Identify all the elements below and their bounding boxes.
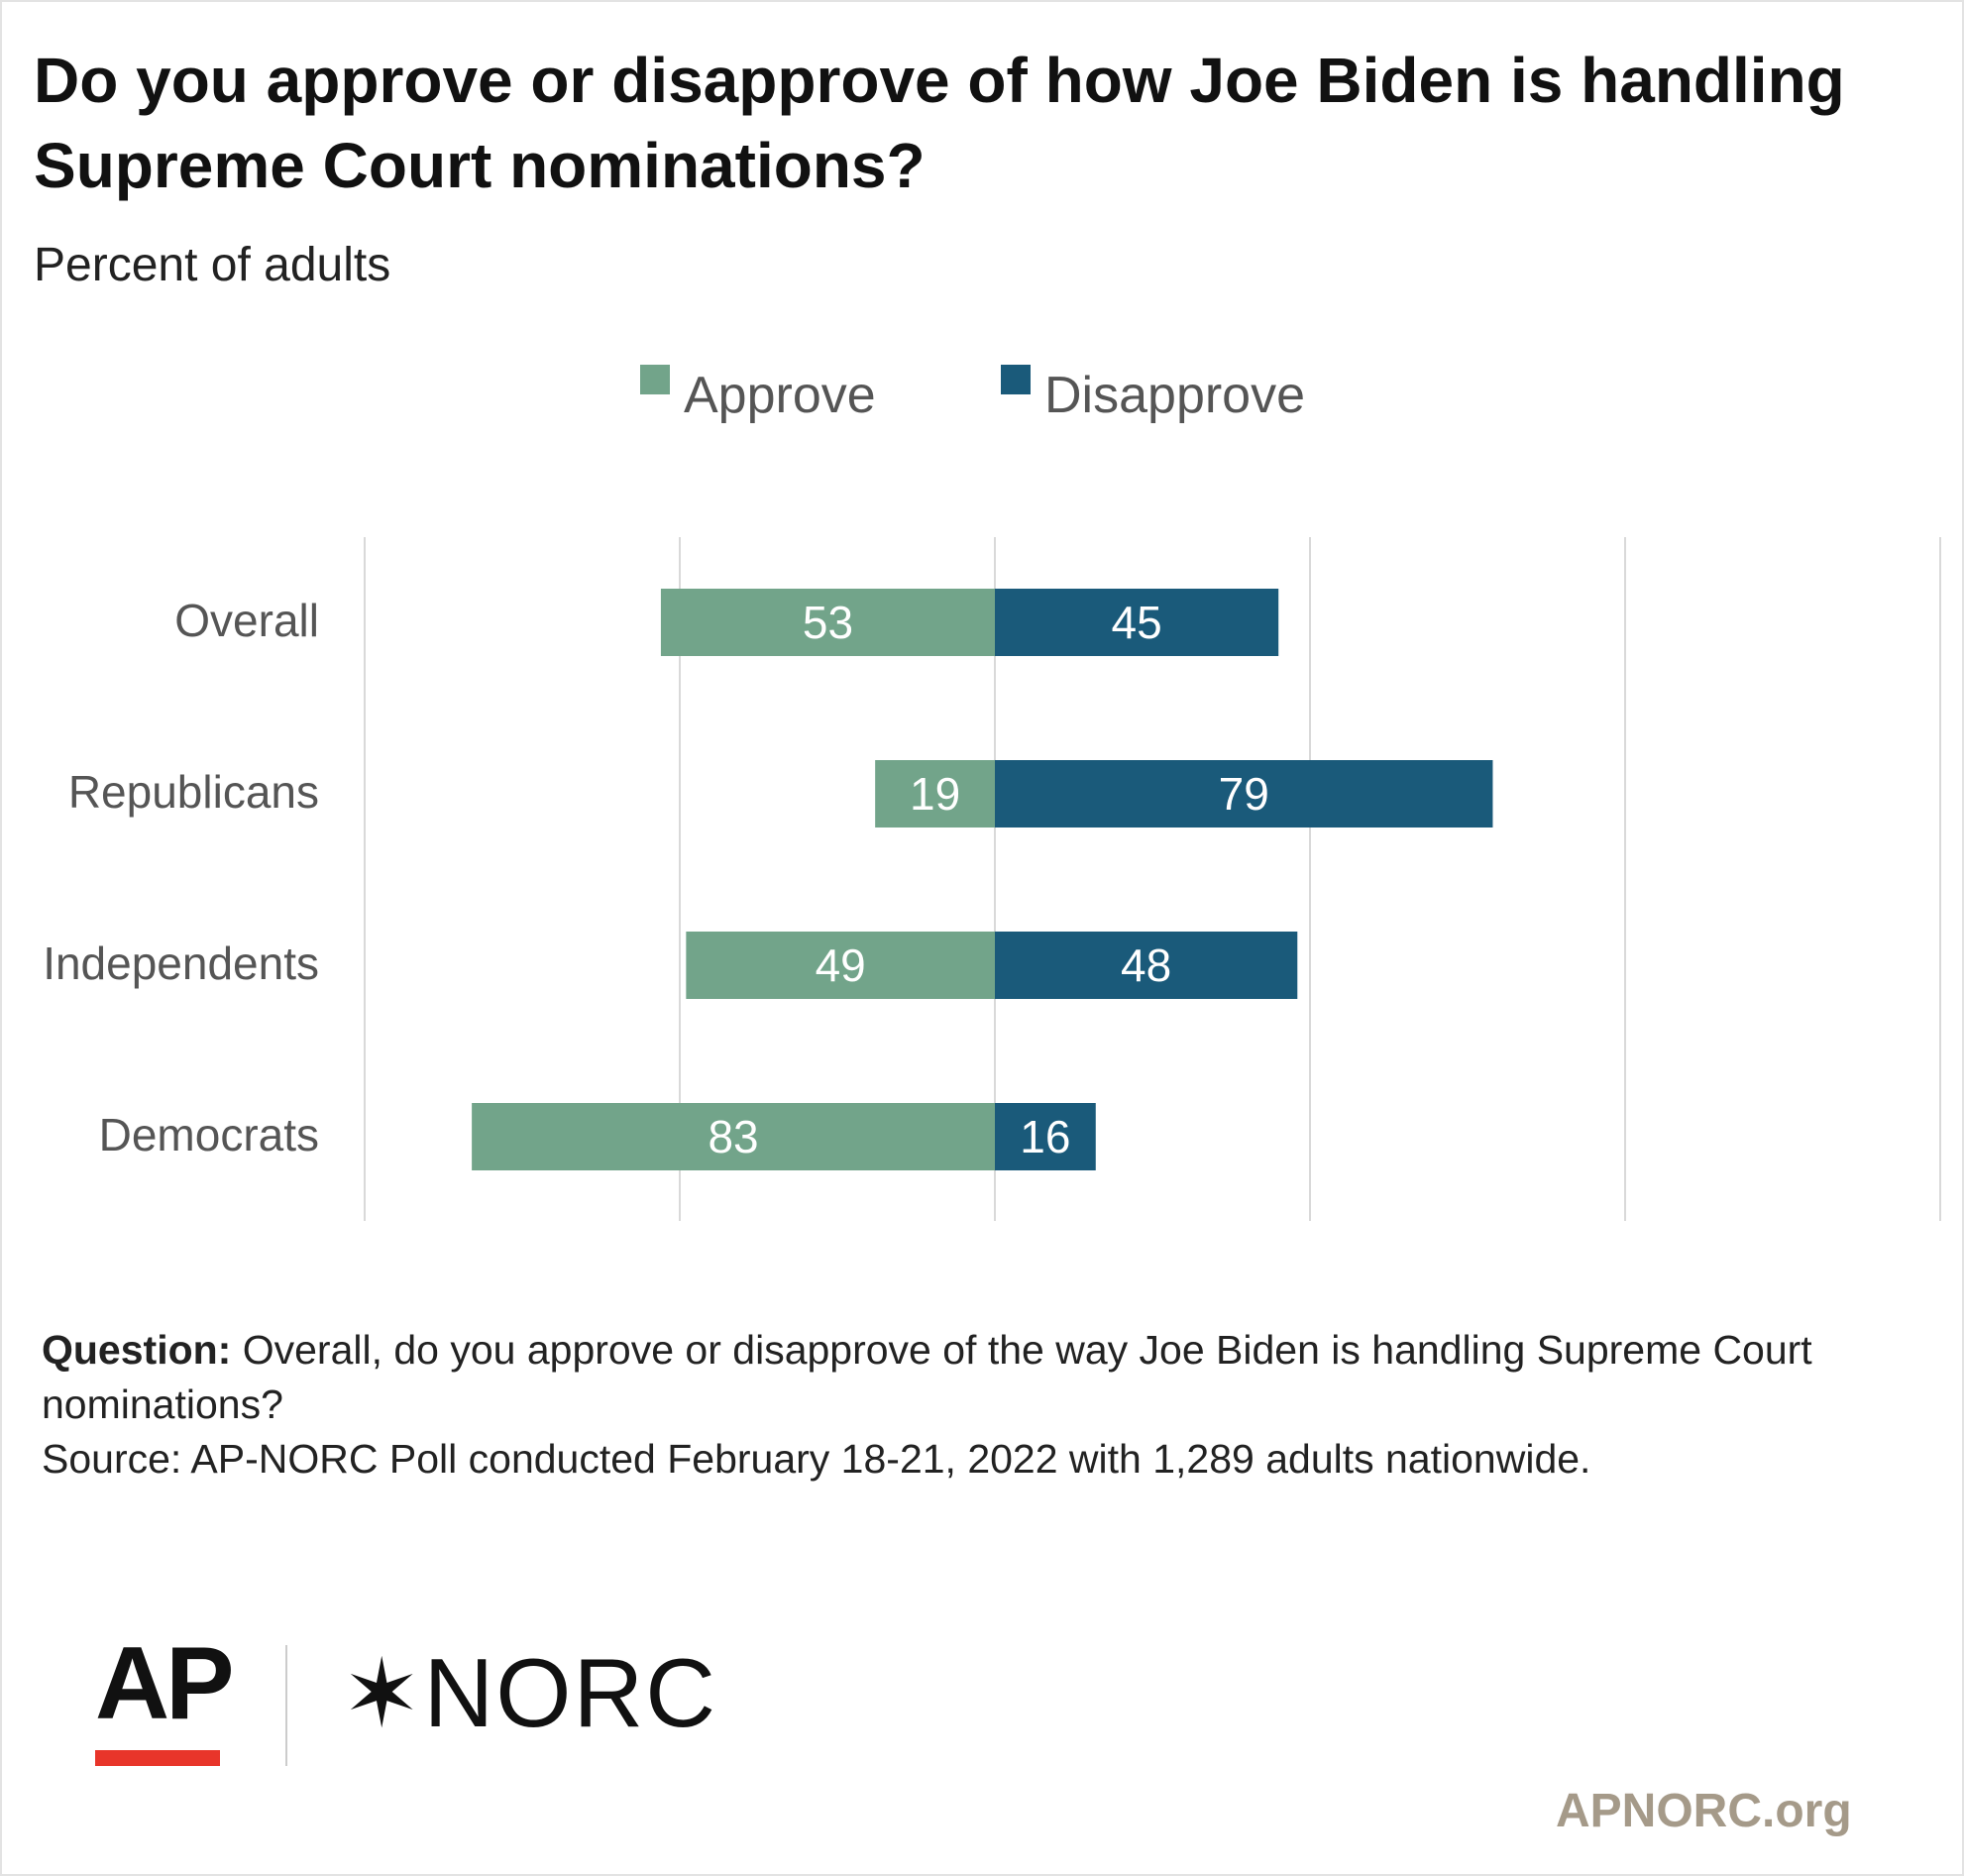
disapprove-bar-2 [995,932,1298,999]
approve-bar-2 [686,932,995,999]
disapprove-bar-0 [995,589,1279,656]
category-label-0: Overall [174,595,319,646]
approve-value-3: 83 [708,1111,758,1162]
ap-logo: AP [95,1626,234,1741]
disapprove-bar-3 [995,1103,1096,1170]
approve-value-1: 19 [910,768,960,820]
category-label-3: Democrats [99,1109,319,1160]
disapprove-value-0: 45 [1112,597,1162,648]
legend-label-0: Approve [684,367,876,424]
diverging-bar-chart: Approve Disapprove 53 45 19 79 49 48 83 16 Overa… [43,365,1941,1221]
approve-value-0: 53 [803,597,853,648]
question-text: Overall, do you approve or disapprove of… [42,1327,1812,1427]
disapprove-value-3: 16 [1020,1111,1070,1162]
chart-note: Question: Overall, do you approve or dis… [42,1323,1905,1487]
category-label-2: Independents [43,938,319,989]
approve-value-2: 49 [816,939,866,991]
approve-bar-3 [472,1103,995,1170]
approve-bar-0 [660,589,995,656]
norc-logo-text: NORC [423,1638,717,1747]
source-line: Source: AP-NORC Poll conducted February … [42,1436,1591,1482]
question-line: Question: Overall, do you approve or dis… [42,1323,1905,1432]
chart-title: Do you approve or disapprove of how Joe … [34,45,1845,201]
chart-subtitle: Percent of adults [34,239,391,291]
site-link: APNORC.org [1556,1785,1852,1837]
ap-logo-underline [95,1750,220,1766]
approve-bar-1 [875,760,995,828]
chart-bars: 53 45 19 79 49 48 83 16 [472,589,1493,1170]
legend-label-1: Disapprove [1044,367,1305,424]
logo-divider [285,1645,287,1766]
question-label: Question: [42,1327,232,1373]
norc-star-icon: ✶ [342,1641,424,1747]
legend-swatch-0 [640,365,670,394]
chart-legend: Approve Disapprove [640,365,1305,424]
category-label-1: Republicans [68,766,319,818]
disapprove-value-1: 79 [1219,768,1269,820]
disapprove-bar-1 [995,760,1493,828]
category-labels: Overall Republicans Independents Democrats [43,595,319,1160]
legend-swatch-1 [1001,365,1031,394]
disapprove-value-2: 48 [1121,939,1171,991]
norc-logo: ✶NORC [342,1637,717,1749]
